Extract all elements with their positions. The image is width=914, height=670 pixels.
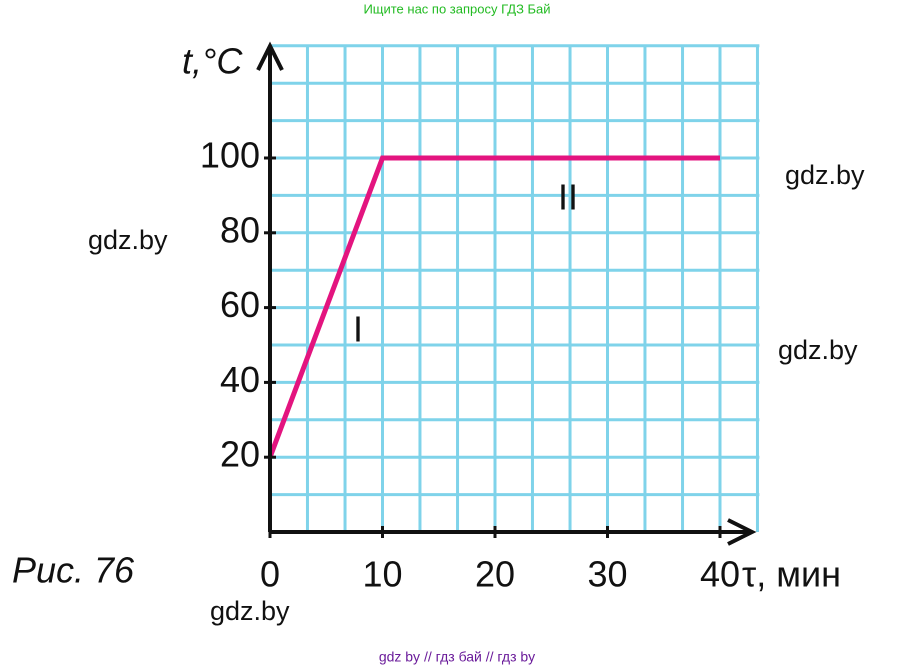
watermark: gdz.by xyxy=(88,225,168,255)
caption: Рис. 76 xyxy=(12,550,135,591)
y-tick-label: 100 xyxy=(200,135,260,176)
x-axis-arrow xyxy=(727,518,757,546)
y-tick-label: 80 xyxy=(220,209,260,250)
x-tick-label: 40 xyxy=(700,554,740,595)
x-tick-label: 30 xyxy=(587,554,627,595)
watermark: gdz.by xyxy=(778,335,858,365)
watermark: gdz.by xyxy=(210,596,290,626)
x-tick-label: 10 xyxy=(362,554,402,595)
y-tick-label: 60 xyxy=(220,284,260,325)
header-text: Ищите нас по запросу ГДЗ Бай xyxy=(363,1,550,16)
y-tick-label: 20 xyxy=(220,434,260,475)
data-line xyxy=(267,155,720,459)
annotation: I xyxy=(353,309,363,350)
footer-text: gdz by // гдз бай // гдз by xyxy=(379,649,535,665)
y-axis-arrow xyxy=(256,41,284,71)
grid xyxy=(270,44,760,532)
plot xyxy=(267,155,720,459)
y-tick-label: 40 xyxy=(220,359,260,400)
x-axis-label: τ, мин xyxy=(742,554,841,595)
x-tick-label: 20 xyxy=(475,554,515,595)
y-axis-label: t,°C xyxy=(182,41,243,82)
x-tick-label: 0 xyxy=(260,554,280,595)
annotation: II xyxy=(558,177,578,218)
watermark: gdz.by xyxy=(785,160,865,190)
